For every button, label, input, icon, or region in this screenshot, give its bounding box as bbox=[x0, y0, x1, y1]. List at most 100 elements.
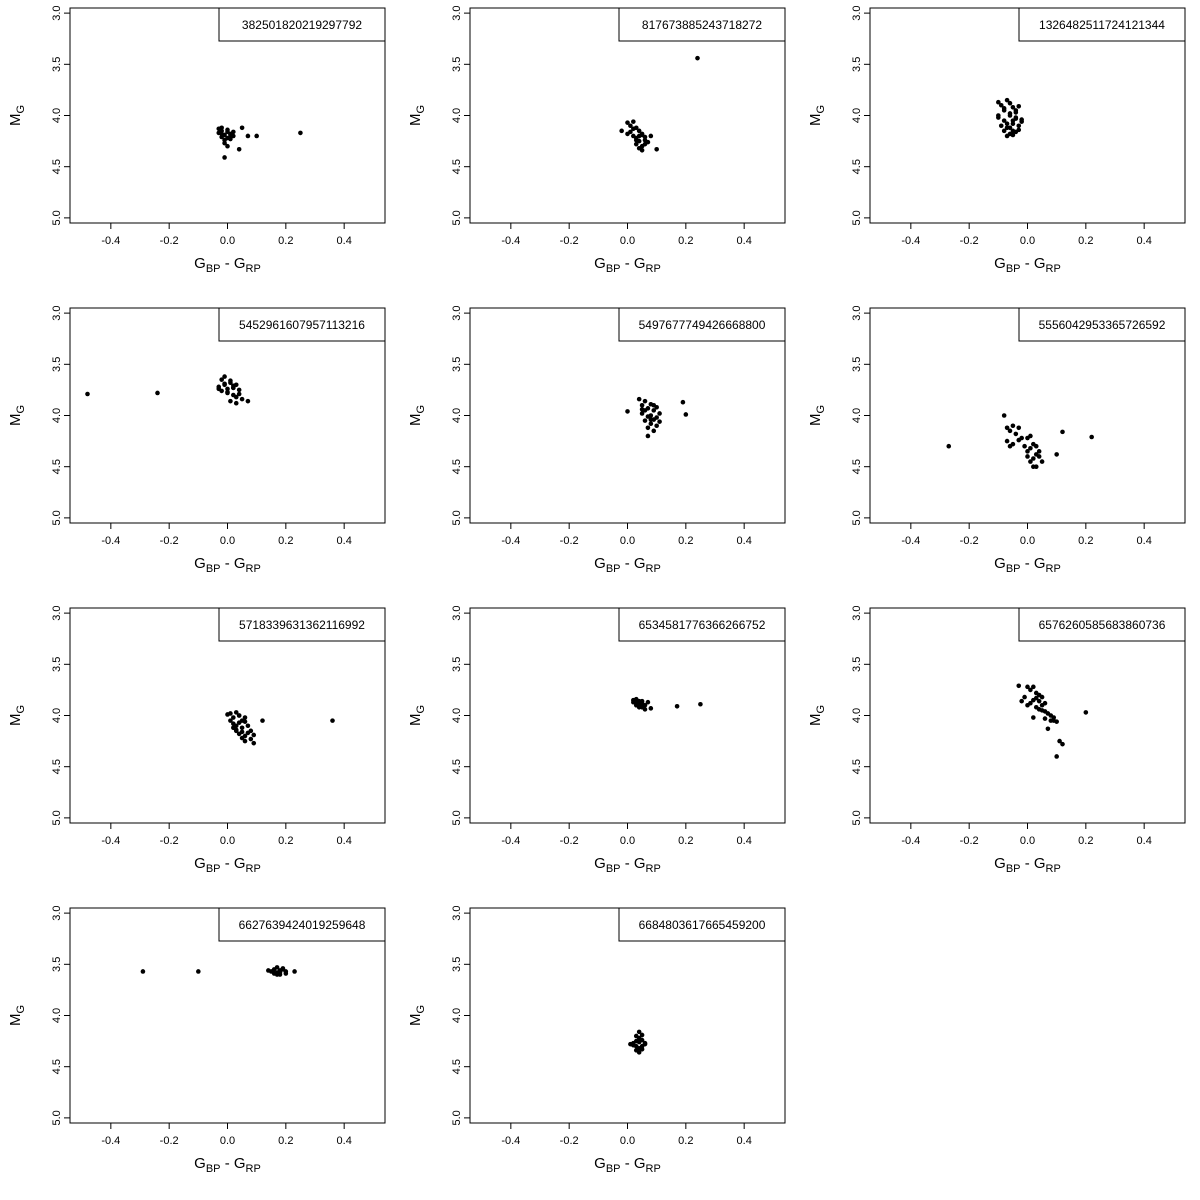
data-point bbox=[636, 1050, 642, 1055]
y-tick-label: 3.0 bbox=[451, 305, 463, 320]
scatter-plot-svg: -0.4 -0.2 0.0 0.2 0.4 3.0 3.5 4.0 4.5 5.0 GBP - GR… bbox=[407, 305, 786, 575]
data-point bbox=[233, 394, 239, 400]
data-point bbox=[1054, 452, 1059, 457]
data-point bbox=[651, 408, 657, 413]
data-point bbox=[251, 740, 257, 746]
y-tick-label: 3.0 bbox=[851, 305, 863, 320]
data-point bbox=[625, 120, 630, 125]
data-point bbox=[642, 1040, 648, 1046]
data-point bbox=[648, 417, 654, 422]
data-point bbox=[996, 99, 1001, 105]
data-point bbox=[1019, 698, 1024, 704]
scatter-panel-9: -0.4 -0.2 0.0 0.2 0.4 3.0 3.5 4.0 4.5 5.0 GBP - GR… bbox=[800, 600, 1200, 900]
x-tick-label: 0.2 bbox=[278, 1135, 293, 1147]
x-tick-label: 0.2 bbox=[278, 835, 293, 847]
data-point bbox=[219, 125, 224, 131]
x-tick-label: -0.2 bbox=[960, 535, 979, 547]
data-point bbox=[631, 126, 636, 132]
x-tick-label: 0.4 bbox=[737, 835, 752, 847]
data-point bbox=[636, 133, 642, 139]
x-tick-label: 0.2 bbox=[678, 535, 693, 547]
x-tick-label: -0.4 bbox=[101, 535, 120, 547]
x-tick-label: 0.4 bbox=[337, 1135, 352, 1147]
data-point bbox=[236, 720, 242, 725]
data-point bbox=[233, 400, 239, 406]
data-point bbox=[228, 398, 233, 404]
scatter-panel-5: -0.4 -0.2 0.0 0.2 0.4 3.0 3.5 4.0 4.5 5.0 GBP - GR… bbox=[400, 300, 800, 600]
data-point bbox=[639, 698, 645, 704]
scatter-plot-svg: -0.4 -0.2 0.0 0.2 0.4 3.0 3.5 4.0 4.5 5.0 GBP - GR… bbox=[407, 605, 786, 875]
y-tick-label: 5.0 bbox=[451, 1110, 463, 1125]
y-tick-label: 3.0 bbox=[451, 605, 463, 620]
data-point bbox=[680, 399, 686, 405]
data-point bbox=[1001, 128, 1007, 134]
y-tick-label: 4.0 bbox=[851, 108, 863, 123]
data-point bbox=[631, 1042, 636, 1048]
x-tick-label: 0.0 bbox=[620, 235, 635, 247]
x-tick-label: 0.4 bbox=[1137, 835, 1152, 847]
data-point bbox=[695, 55, 700, 61]
y-tick-label: 4.0 bbox=[851, 408, 863, 423]
y-axis-label: MG bbox=[7, 405, 27, 426]
data-point bbox=[639, 1032, 645, 1038]
x-tick-label: 0.4 bbox=[737, 1135, 752, 1147]
y-tick-label: 4.0 bbox=[51, 408, 63, 423]
x-tick-label: 0.0 bbox=[1020, 535, 1035, 547]
legend-label: 1326482511724121344 bbox=[1039, 18, 1165, 32]
data-point bbox=[645, 699, 651, 705]
scatter-plot-svg: -0.4 -0.2 0.0 0.2 0.4 3.0 3.5 4.0 4.5 5.0 GBP - GR… bbox=[7, 905, 386, 1175]
data-point bbox=[1010, 128, 1016, 134]
x-tick-label: -0.2 bbox=[560, 535, 579, 547]
y-tick-label: 4.5 bbox=[51, 459, 63, 474]
legend-box: 382501820219297792 bbox=[218, 7, 386, 42]
data-point bbox=[1004, 133, 1010, 139]
x-axis-label: GBP - GRP bbox=[194, 1155, 261, 1175]
data-point bbox=[155, 390, 160, 396]
y-tick-label: 5.0 bbox=[851, 210, 863, 225]
y-tick-label: 3.0 bbox=[851, 5, 863, 20]
data-point bbox=[228, 711, 233, 716]
data-point bbox=[228, 718, 233, 723]
data-point bbox=[1004, 121, 1010, 126]
data-point bbox=[1031, 684, 1036, 690]
legend-label: 6534581776366266752 bbox=[639, 618, 766, 632]
legend-label: 5718339631362116992 bbox=[239, 618, 365, 632]
data-point bbox=[1007, 111, 1013, 116]
scatter-plot-svg: -0.4 -0.2 0.0 0.2 0.4 3.0 3.5 4.0 4.5 5.0 GBP - GR… bbox=[7, 305, 386, 575]
data-point bbox=[1025, 435, 1030, 441]
data-point bbox=[648, 133, 654, 139]
y-tick-label: 4.5 bbox=[451, 1059, 463, 1074]
data-point bbox=[1004, 425, 1010, 431]
data-point bbox=[1013, 115, 1019, 120]
data-point bbox=[1042, 709, 1048, 714]
data-point bbox=[1007, 443, 1013, 449]
scatter-panel-1: -0.4 -0.2 0.0 0.2 0.4 3.0 3.5 4.0 4.5 5.0 GBP - GR… bbox=[0, 0, 400, 300]
data-point bbox=[1031, 464, 1036, 469]
data-point bbox=[1054, 754, 1059, 759]
y-tick-label: 4.0 bbox=[451, 108, 463, 123]
data-point bbox=[1042, 700, 1048, 706]
data-point bbox=[225, 129, 230, 135]
legend-label: 6576260585683860736 bbox=[1039, 618, 1166, 632]
legend-box: 6684803617665459200 bbox=[618, 907, 786, 942]
x-tick-label: 0.0 bbox=[1020, 235, 1035, 247]
data-point bbox=[639, 148, 645, 153]
x-tick-label: 0.2 bbox=[1078, 835, 1093, 847]
data-point bbox=[651, 428, 657, 434]
data-point bbox=[998, 123, 1004, 129]
legend-box: 6627639424019259648 bbox=[218, 907, 386, 942]
data-point bbox=[1010, 118, 1016, 123]
legend-box: 6576260585683860736 bbox=[1018, 607, 1186, 642]
y-tick-label: 4.5 bbox=[451, 759, 463, 774]
data-point bbox=[639, 1046, 645, 1052]
data-point bbox=[1089, 434, 1094, 440]
y-axis-label: MG bbox=[407, 105, 427, 126]
y-tick-label: 4.5 bbox=[51, 759, 63, 774]
data-point bbox=[1013, 108, 1019, 113]
y-tick-label: 5.0 bbox=[51, 210, 63, 225]
data-point bbox=[636, 1039, 642, 1045]
x-tick-label: -0.4 bbox=[101, 1135, 120, 1147]
x-tick-label: 0.0 bbox=[220, 1135, 235, 1147]
data-point bbox=[1036, 698, 1042, 704]
data-point bbox=[233, 710, 239, 715]
